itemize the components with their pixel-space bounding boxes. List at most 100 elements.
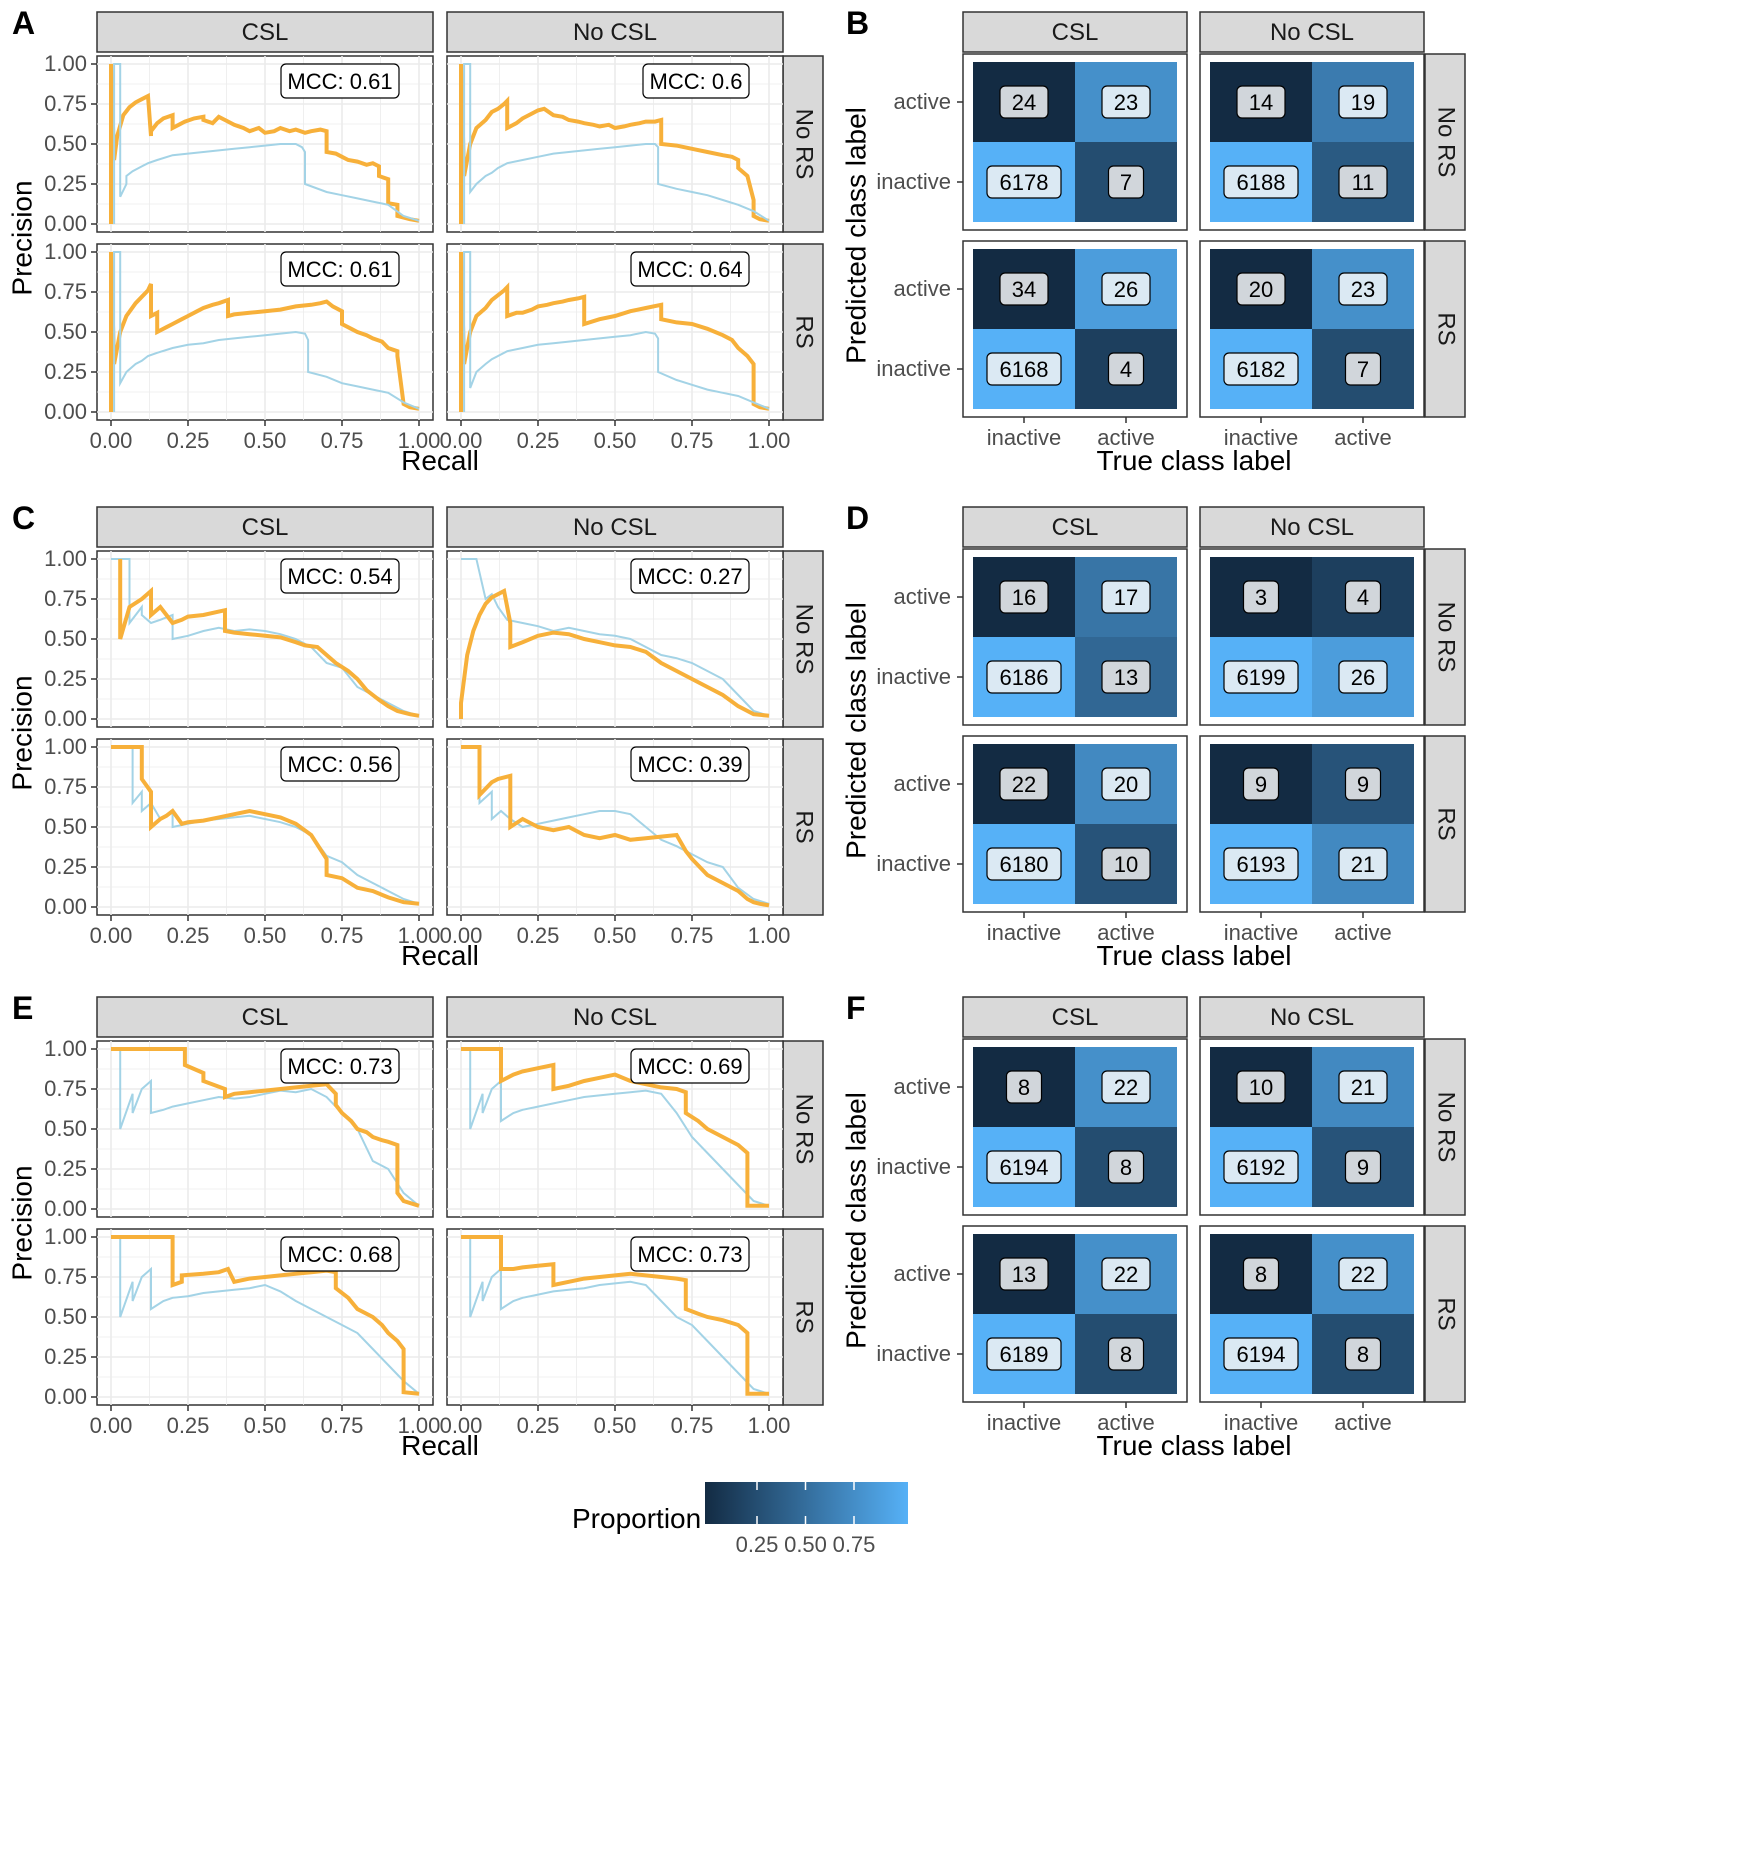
legend-tick-label: 0.50: [784, 1532, 827, 1557]
pr-curve-orange: [459, 63, 770, 224]
y-tick-label: 0.50: [44, 131, 87, 156]
cell-value: 3: [1255, 585, 1267, 610]
x-tick-label: 0.25: [167, 923, 210, 948]
cm-panel-D: CSL No CSL No RS RS Predicted class label Tru…: [840, 506, 1466, 971]
cell-value: 9: [1255, 772, 1267, 797]
y-axis-title: Predicted class label: [840, 602, 871, 859]
x-axis-title: Recall: [401, 1430, 479, 1461]
cell-label-box: [1101, 272, 1151, 306]
cell-value: 8: [1255, 1262, 1267, 1287]
cell-value: 6178: [1000, 170, 1049, 195]
strip-row-no-rs: [782, 55, 824, 233]
x-tick-label: 1.00: [748, 923, 791, 948]
cell-label-box: [999, 1257, 1049, 1291]
strip-row-rs: [782, 243, 824, 421]
pr-curve-orange: [111, 745, 420, 906]
strip-label: CSL: [242, 1004, 289, 1031]
cell-value: 10: [1114, 852, 1138, 877]
strip-label: CSL: [1052, 1004, 1099, 1031]
cell-value: 14: [1249, 90, 1273, 115]
legend: Proportion 0.25 0.50 0.75: [572, 1482, 908, 1557]
strip-col-csl: [962, 11, 1188, 53]
cell-value: 17: [1114, 585, 1138, 610]
cell-value: 6182: [1237, 357, 1286, 382]
y-tick-label: active: [894, 276, 951, 301]
cm-panel-F: CSL No CSL No RS RS Predicted class label Tru…: [840, 996, 1466, 1461]
cell-label-box: [1107, 165, 1145, 199]
pr-facet: 0.00 0.25 0.50 0.75 1.00 MCC: 0.61: [44, 51, 434, 236]
strip-label: No RS: [1433, 1092, 1460, 1163]
legend-title: Proportion: [572, 1503, 701, 1534]
x-tick-label: active: [1334, 425, 1391, 450]
mcc-label-box: [280, 746, 400, 782]
pr-curve-orange: [118, 559, 420, 718]
cell-label-box: [1223, 165, 1299, 199]
cell-label-box: [986, 847, 1062, 881]
y-tick-label: inactive: [876, 664, 951, 689]
y-tick-label: 0.25: [44, 171, 87, 196]
x-tick-label: inactive: [1224, 920, 1299, 945]
cell-label-box: [1338, 165, 1388, 199]
cm-facet: 8 22 6194 8 inactive active: [1199, 1225, 1425, 1435]
strip-col-no-csl: [1199, 11, 1425, 53]
cell-label-box: [1005, 1070, 1043, 1104]
cell-label-box: [1338, 272, 1388, 306]
mcc-label: MCC: 0.73: [637, 1242, 742, 1267]
pr-curve-orange: [461, 745, 770, 908]
y-tick-label: 0.25: [44, 359, 87, 384]
cell-value: 6180: [1000, 852, 1049, 877]
strip-row-rs: [1424, 240, 1466, 418]
cell-label-box: [986, 1337, 1062, 1371]
pr-facet: 0.00 0.25 0.50 0.75 1.00 0.00 0.25 0.50 0.75 1.00…: [44, 1224, 440, 1438]
cell-label-box: [986, 660, 1062, 694]
cell-value: 11: [1352, 170, 1375, 195]
pr-curve-blue: [119, 1237, 420, 1395]
pr-curve-orange: [111, 1047, 420, 1208]
cell-value: 9: [1357, 772, 1369, 797]
mcc-label: MCC: 0.27: [637, 564, 742, 589]
y-tick-label: 0.50: [44, 626, 87, 651]
cell-label-box: [986, 165, 1062, 199]
x-tick-label: 0.75: [671, 1413, 714, 1438]
mcc-label: MCC: 0.56: [287, 752, 392, 777]
x-tick-label: 0.50: [594, 428, 637, 453]
y-tick-label: active: [894, 771, 951, 796]
y-tick-label: 1.00: [44, 51, 87, 76]
x-tick-label: 0.00: [440, 923, 483, 948]
cell-label-box: [1223, 1337, 1299, 1371]
x-tick-label: 0.25: [167, 428, 210, 453]
cell-value: 6186: [1000, 665, 1049, 690]
panel-letter-F: F: [846, 990, 866, 1026]
y-tick-label: 0.25: [44, 666, 87, 691]
x-tick-label: 0.25: [517, 1413, 560, 1438]
strip-label: RS: [1433, 1297, 1460, 1330]
cell-value: 9: [1357, 1155, 1369, 1180]
y-tick-label: inactive: [876, 1341, 951, 1366]
x-axis-title: Recall: [401, 445, 479, 476]
cell-value: 20: [1249, 277, 1273, 302]
x-tick-label: 0.75: [321, 428, 364, 453]
mcc-label: MCC: 0.54: [287, 564, 392, 589]
y-tick-label: inactive: [876, 1154, 951, 1179]
x-tick-label: 1.00: [748, 1413, 791, 1438]
y-tick-label: 0.00: [44, 1384, 87, 1409]
y-tick-label: 0.75: [44, 1264, 87, 1289]
cm-facet: 34 26 6168 4 active inactive inactive active: [876, 240, 1188, 450]
mcc-label: MCC: 0.61: [287, 257, 392, 282]
mcc-label-box: [630, 746, 750, 782]
cell-value: 23: [1114, 90, 1138, 115]
pr-facet: 0.00 0.25 0.50 0.75 1.00 MCC: 0.73: [440, 1228, 791, 1438]
cm-facet: 10 21 6192 9: [1199, 1038, 1425, 1216]
cm-facet: 3 4 6199 26: [1199, 548, 1425, 726]
y-tick-label: active: [894, 89, 951, 114]
cm-facet: 9 9 6193 21 inactive active: [1199, 735, 1425, 945]
y-tick-label: 1.00: [44, 1224, 87, 1249]
y-tick-label: 0.50: [44, 1304, 87, 1329]
pr-facet: MCC: 0.69: [446, 1040, 784, 1218]
cell-label-box: [1107, 1337, 1145, 1371]
strip-label: CSL: [1052, 19, 1099, 46]
cell-label-box: [1107, 1150, 1145, 1184]
y-tick-label: 1.00: [44, 734, 87, 759]
strip-label: RS: [791, 810, 818, 843]
cell-label-box: [1338, 1257, 1388, 1291]
